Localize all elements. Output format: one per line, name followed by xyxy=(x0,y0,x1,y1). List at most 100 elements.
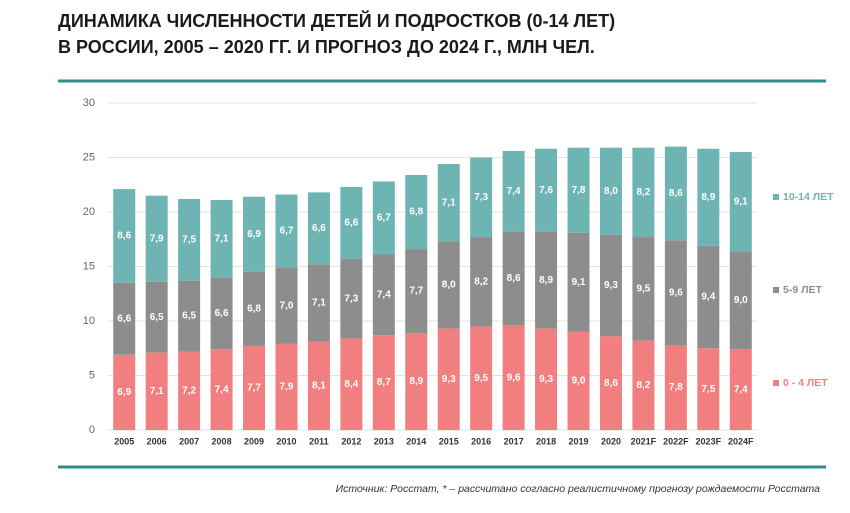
chart-title: В РОССИИ, 2005 – 2020 ГГ. И ПРОГНОЗ ДО 2… xyxy=(58,37,595,57)
value-label: 6,6 xyxy=(312,223,326,234)
value-label: 9,6 xyxy=(507,372,521,383)
bar-segment xyxy=(145,352,168,430)
value-label: 8,4 xyxy=(344,379,358,390)
value-label: 9,1 xyxy=(734,196,748,207)
value-label: 8,2 xyxy=(636,187,650,198)
bar-segment xyxy=(372,335,395,430)
bar-segment xyxy=(697,148,720,246)
bar-segment xyxy=(502,150,525,232)
bar-segment xyxy=(502,231,525,326)
value-label: 8,7 xyxy=(377,377,391,388)
legend-label: 5-9 ЛЕТ xyxy=(783,284,822,296)
bar-segment xyxy=(664,344,687,430)
x-tick-label: 2012 xyxy=(341,436,361,446)
bar-segment xyxy=(307,192,330,265)
value-label: 7,5 xyxy=(182,234,196,245)
value-label: 7,7 xyxy=(409,286,423,297)
value-label: 7,1 xyxy=(442,197,456,208)
bar-segment xyxy=(664,146,687,241)
value-label: 6,9 xyxy=(247,229,261,240)
value-label: 6,7 xyxy=(280,226,294,237)
x-tick-label: 2017 xyxy=(504,436,524,446)
bar-segment xyxy=(178,198,201,281)
x-tick-label: 2022F xyxy=(663,436,689,446)
bar-segment xyxy=(243,271,266,347)
value-label: 8,6 xyxy=(117,231,131,242)
bar-segment xyxy=(405,174,428,250)
bar-segment xyxy=(729,152,752,252)
bar-segment xyxy=(210,200,233,278)
bar-segment xyxy=(243,196,266,272)
x-tick-label: 2014 xyxy=(406,436,426,446)
x-tick-label: 2007 xyxy=(179,436,199,446)
bar-segment xyxy=(340,258,363,339)
value-label: 8,9 xyxy=(539,275,553,286)
x-tick-label: 2024F xyxy=(728,436,754,446)
bar-segment xyxy=(470,326,493,430)
value-label: 9,5 xyxy=(474,373,488,384)
y-tick-label: 30 xyxy=(83,97,95,109)
y-tick-label: 10 xyxy=(83,315,95,327)
bar-segment xyxy=(599,336,622,430)
legend-label: 0 - 4 ЛЕТ xyxy=(783,377,828,389)
x-tick-label: 2011 xyxy=(309,436,329,446)
value-label: 9,5 xyxy=(636,283,650,294)
bar-segment xyxy=(113,282,136,355)
bar-segment xyxy=(340,186,363,259)
value-label: 7,1 xyxy=(215,233,229,244)
x-tick-label: 2018 xyxy=(536,436,556,446)
bar-segment xyxy=(210,277,233,350)
y-tick-label: 5 xyxy=(89,369,95,381)
value-label: 7,1 xyxy=(150,386,164,397)
value-label: 7,4 xyxy=(377,289,391,300)
bar-segment xyxy=(243,346,266,430)
bar-segment xyxy=(372,254,395,336)
bar-segment xyxy=(632,340,655,430)
legend-swatch xyxy=(773,194,779,200)
value-label: 9,3 xyxy=(604,280,618,291)
value-label: 6,5 xyxy=(150,312,164,323)
value-label: 7,9 xyxy=(150,233,164,244)
x-tick-label: 2020 xyxy=(601,436,621,446)
value-label: 8,6 xyxy=(507,273,521,284)
value-label: 6,7 xyxy=(377,213,391,224)
x-tick-label: 2023F xyxy=(696,436,722,446)
value-label: 6,9 xyxy=(117,387,131,398)
chart-title: ДИНАМИКА ЧИСЛЕННОСТИ ДЕТЕЙ И ПОДРОСТКОВ … xyxy=(58,10,615,31)
x-tick-label: 2013 xyxy=(374,436,394,446)
value-label: 9,0 xyxy=(572,376,586,387)
bar-segment xyxy=(729,349,752,430)
bar-segment xyxy=(145,195,168,282)
legend-label: 10-14 ЛЕТ xyxy=(783,191,834,203)
bar-segment xyxy=(275,343,298,430)
bar-segment xyxy=(113,189,136,283)
value-label: 6,8 xyxy=(247,304,261,315)
value-label: 7,4 xyxy=(507,186,521,197)
value-label: 7,4 xyxy=(215,384,229,395)
legend-swatch xyxy=(773,380,779,386)
value-label: 8,2 xyxy=(636,380,650,391)
value-label: 8,6 xyxy=(604,378,618,389)
bar-segment xyxy=(372,181,395,255)
bar-segment xyxy=(307,264,330,342)
value-label: 7,4 xyxy=(734,384,748,395)
bar-segment xyxy=(535,231,558,329)
value-label: 7,3 xyxy=(344,293,358,304)
value-label: 9,0 xyxy=(734,295,748,306)
y-tick-label: 15 xyxy=(83,260,95,272)
bar-segment xyxy=(535,328,558,430)
bar-segment xyxy=(632,237,655,341)
value-label: 7,9 xyxy=(280,382,294,393)
value-label: 7,5 xyxy=(701,384,715,395)
bar-segment xyxy=(145,281,168,353)
value-label: 7,8 xyxy=(572,185,586,196)
value-label: 8,9 xyxy=(701,192,715,203)
bar-segment xyxy=(210,349,233,430)
bar-segment xyxy=(567,232,590,332)
bar-segment xyxy=(470,237,493,327)
x-tick-label: 2009 xyxy=(244,436,264,446)
value-label: 9,4 xyxy=(701,292,715,303)
value-label: 6,6 xyxy=(117,313,131,324)
value-label: 7,6 xyxy=(539,185,553,196)
x-tick-label: 2016 xyxy=(471,436,491,446)
